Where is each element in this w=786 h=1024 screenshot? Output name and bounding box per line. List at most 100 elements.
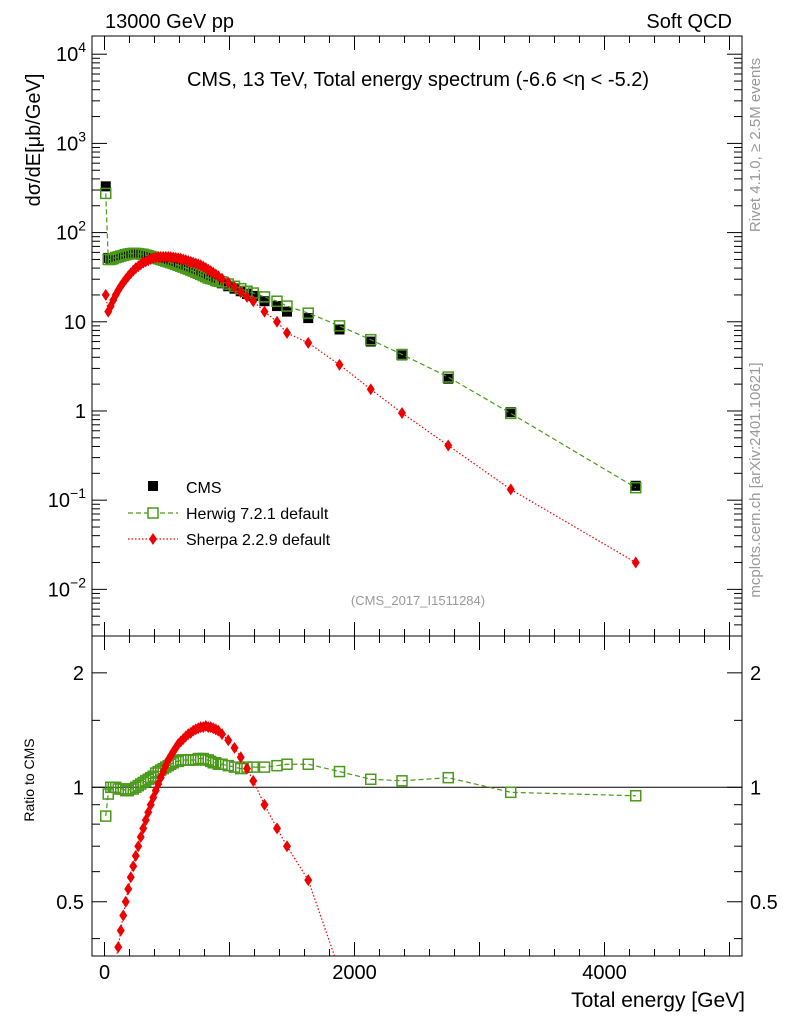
main-series-layer — [100, 181, 642, 569]
main-point-cms — [505, 407, 516, 418]
ratio-point-sherpa — [224, 734, 233, 747]
ratio-point-sherpa — [283, 840, 291, 853]
ratio-frame — [91, 635, 743, 957]
main-point-sherpa — [283, 326, 291, 339]
main-point-herwig — [333, 320, 346, 332]
main-point-herwig — [630, 481, 642, 494]
main-y-ticks: 10−2 10−1 1 10 102 103 104 — [48, 39, 742, 637]
ratio-y-ticks: 0.5 0.5 1 1 2 2 — [56, 663, 778, 940]
ratio-point-sherpa — [129, 860, 138, 873]
main-point-sherpa — [444, 439, 453, 452]
ratio-point-herwig — [281, 758, 293, 770]
ratio-point-sherpa — [114, 941, 123, 954]
ratio-point-herwig — [505, 786, 517, 799]
main-point-cms — [630, 480, 641, 491]
legend-label-sherpa: Sherpa 2.2.9 default — [186, 532, 331, 549]
ratio-point-sherpa — [119, 909, 128, 922]
side-text-mcplots: mcplots.cern.ch [arXiv:2401.10621] — [747, 362, 764, 597]
main-point-herwig — [365, 333, 377, 346]
legend-marker-herwig — [147, 507, 159, 519]
ratio-point-sherpa — [218, 728, 226, 741]
header-left: 13000 GeV pp — [105, 11, 234, 33]
ratio-point-herwig — [258, 761, 271, 773]
main-point-herwig — [442, 371, 454, 383]
x-tick-label: 0 — [99, 962, 110, 984]
main-point-sherpa — [101, 288, 110, 301]
ratio-point-sherpa — [131, 849, 140, 862]
ratio-point-sherpa — [243, 762, 251, 775]
y-tick-label: 1 — [75, 401, 86, 423]
y-tick-label: 103 — [56, 128, 86, 155]
ratio-y-tick-label-right: 1 — [750, 777, 761, 799]
ratio-point-sherpa — [260, 798, 269, 811]
ratio-point-sherpa — [304, 874, 313, 887]
ratio-point-herwig — [396, 775, 408, 787]
x-tick-label: 4000 — [582, 962, 627, 984]
ratio-point-sherpa — [121, 895, 130, 908]
ratio-y-tick-label-left: 2 — [73, 663, 84, 685]
header-right: Soft QCD — [646, 11, 732, 33]
main-point-sherpa — [224, 276, 233, 289]
chart-title: CMS, 13 TeV, Total energy spectrum (-6.6… — [187, 69, 649, 91]
x-axis-label: Total energy [GeV] — [571, 989, 745, 1012]
ratio-y-tick-label-right: 0.5 — [750, 892, 778, 914]
ratio-series-layer — [100, 719, 642, 956]
legend: CMS Herwig 7.2.1 default Sherpa 2.2.9 de… — [128, 480, 331, 549]
main-point-herwig — [505, 407, 517, 420]
legend-marker-cms — [148, 481, 158, 491]
ratio-panel: 0.5 0.5 1 1 2 2 0 2000 4000 Ratio to CMS Total … — [21, 36, 778, 1012]
main-panel: 10−2 10−1 1 10 102 103 104 CMS, 13 TeV, Total … — [23, 35, 743, 637]
ratio-point-sherpa — [139, 822, 148, 835]
analysis-watermark: (CMS_2017_I1511284) — [351, 593, 485, 608]
ratio-point-herwig — [333, 765, 346, 778]
main-point-herwig — [396, 348, 408, 361]
y-tick-label: 104 — [56, 39, 86, 66]
y-tick-label: 102 — [56, 218, 86, 245]
main-point-sherpa — [398, 406, 406, 419]
main-point-herwig — [281, 300, 293, 312]
side-text-rivet: Rivet 4.1.0, ≥ 2.5M events — [747, 58, 764, 232]
main-point-sherpa — [506, 483, 515, 496]
main-point-sherpa — [631, 556, 640, 569]
main-point-cms — [443, 373, 454, 384]
main-point-sherpa — [366, 383, 375, 396]
y-tick-label: 10 — [64, 312, 86, 334]
main-point-sherpa — [243, 290, 251, 303]
ratio-point-herwig — [216, 758, 228, 770]
x-axis-ticks: 0 2000 4000 — [99, 36, 730, 984]
main-point-sherpa — [230, 281, 239, 294]
legend-label-cms: CMS — [186, 480, 222, 497]
main-point-cms — [397, 350, 407, 361]
main-point-cms — [100, 181, 111, 192]
main-point-sherpa — [249, 295, 258, 308]
ratio-y-tick-label-right: 2 — [750, 663, 761, 685]
legend-label-herwig: Herwig 7.2.1 default — [186, 506, 329, 523]
x-tick-label: 2000 — [332, 962, 377, 984]
ratio-point-herwig — [210, 757, 222, 769]
main-point-sherpa — [304, 336, 313, 349]
ratio-point-herwig — [228, 761, 241, 773]
ratio-point-herwig — [222, 759, 234, 772]
ratio-point-sherpa — [124, 883, 133, 896]
legend-marker-sherpa — [149, 533, 157, 545]
main-point-sherpa — [236, 286, 245, 299]
main-point-cms — [334, 324, 345, 335]
main-point-sherpa — [260, 305, 269, 318]
main-point-sherpa — [273, 315, 281, 328]
main-y-axis-label: dσ/dE[μb/GeV] — [23, 74, 45, 207]
main-point-herwig — [258, 291, 271, 303]
ratio-point-sherpa — [249, 774, 258, 787]
ratio-point-herwig — [100, 810, 112, 822]
ratio-point-sherpa — [126, 871, 135, 884]
y-tick-label: 10−2 — [48, 574, 86, 601]
ratio-point-herwig — [365, 773, 377, 785]
ratio-y-tick-label-left: 1 — [73, 777, 84, 799]
main-point-herwig — [100, 187, 112, 200]
main-point-sherpa — [335, 358, 344, 371]
main-point-herwig — [302, 307, 314, 319]
main-point-cms — [365, 336, 376, 347]
main-point-sherpa — [218, 272, 226, 285]
ratio-y-axis-label: Ratio to CMS — [21, 738, 37, 821]
ratio-point-sherpa — [273, 822, 281, 835]
